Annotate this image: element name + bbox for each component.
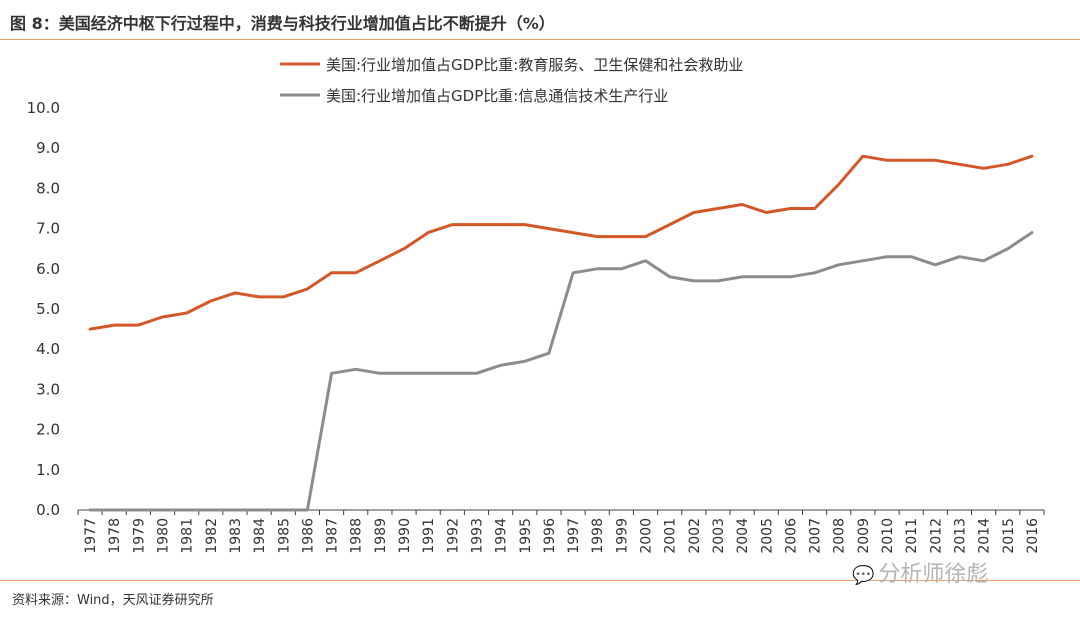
legend-label-1: 美国:行业增加值占GDP比重:教育服务、卫生保健和社会救助业 [326,56,743,74]
x-tick-label: 1980 [156,518,172,554]
chart-title: 图 8：美国经济中枢下行过程中，消费与科技行业增加值占比不断提升（%） [10,14,555,33]
x-tick-label: 1985 [276,518,292,554]
x-tick-label: 1991 [421,518,437,554]
watermark-text: 分析师徐彪 [878,562,989,587]
x-tick-label: 1983 [228,518,244,554]
source-note: 资料来源：Wind，天风证券研究所 [12,593,214,608]
x-tick-label: 1995 [518,518,534,554]
x-tick-label: 2000 [639,518,655,554]
x-tick-label: 2012 [928,518,944,554]
x-tick-label: 2010 [880,518,896,554]
x-tick-label: 1988 [349,518,365,554]
top-divider [0,39,1080,40]
x-tick-label: 1981 [180,518,196,554]
x-tick-label: 2008 [832,518,848,554]
x-tick-label: 2006 [783,518,799,554]
x-tick-label: 2003 [711,518,727,554]
y-tick-label: 0.0 [36,501,60,519]
x-tick-label: 1992 [445,518,461,554]
x-tick-label: 1984 [252,518,268,554]
x-tick-label: 1978 [107,518,123,554]
x-tick-label: 1999 [614,518,630,554]
x-tick-label: 2002 [687,518,703,554]
x-tick-label: 2016 [1025,518,1041,554]
x-tick-label: 2005 [759,518,775,554]
x-tick-label: 1989 [373,518,389,554]
x-tick-label: 1994 [494,518,510,554]
y-tick-label: 4.0 [36,340,60,358]
x-tick-label: 2007 [808,518,824,554]
y-tick-label: 10.0 [27,99,60,117]
x-tick-label: 2015 [1001,518,1017,554]
x-tick-label: 2014 [977,518,993,554]
x-tick-label: 1982 [204,518,220,554]
x-tick-label: 1977 [83,518,99,554]
x-tick-label: 2013 [952,518,968,554]
x-tick-label: 1993 [469,518,485,554]
series-line-2 [88,231,1034,512]
y-tick-label: 5.0 [36,300,60,318]
y-tick-label: 3.0 [36,380,60,398]
y-tick-label: 1.0 [36,461,60,479]
y-tick-label: 8.0 [36,179,60,197]
x-tick-label: 1998 [590,518,606,554]
x-tick-label: 1997 [566,518,582,554]
line-chart: 0.0 1.0 2.0 3.0 4.0 5.0 6.0 7.0 8.0 9.0 10.0 1977 19… [27,56,1045,554]
x-tick-label: 1987 [325,518,341,554]
wechat-icon: 💬 [852,565,875,586]
legend-label-2: 美国:行业增加值占GDP比重:信息通信技术生产行业 [326,87,668,105]
x-tick-label: 1979 [131,518,147,554]
x-tick-label: 1990 [397,518,413,554]
x-tick-label: 2009 [856,518,872,554]
x-tick-label: 1996 [542,518,558,554]
y-tick-label: 2.0 [36,421,60,439]
bottom-divider [0,580,1080,581]
y-tick-label: 9.0 [36,139,60,157]
x-tick-label: 2001 [663,518,679,554]
y-tick-label: 6.0 [36,260,60,278]
watermark: 💬 分析师徐彪 [852,556,988,588]
x-tick-label: 2011 [904,518,920,554]
series-line-1 [88,154,1034,331]
x-tick-label: 1986 [300,518,316,554]
y-tick-label: 7.0 [36,220,60,238]
x-tick-label: 2004 [735,518,751,554]
